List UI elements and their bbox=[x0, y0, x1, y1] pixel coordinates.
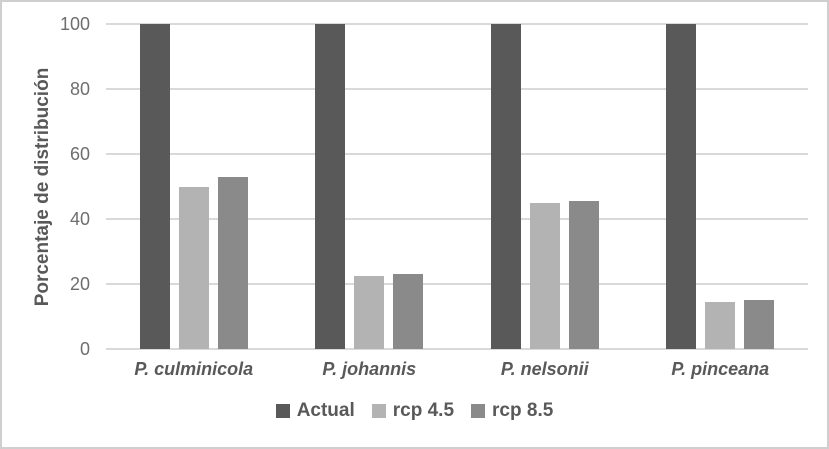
y-axis-tick-labels: 0 20 40 60 80 100 bbox=[2, 15, 90, 358]
bar-group bbox=[457, 24, 633, 349]
x-category-label: P. pinceana bbox=[671, 359, 770, 379]
bar-group bbox=[633, 24, 809, 349]
bar-group bbox=[106, 24, 282, 349]
bar bbox=[217, 176, 248, 349]
gridline bbox=[106, 283, 808, 285]
legend: Actual rcp 4.5 rcp 8.5 bbox=[2, 400, 827, 422]
x-axis-category-labels: P. culminicola P. johannis P. nelsonii P. p… bbox=[106, 359, 808, 387]
bar bbox=[568, 201, 599, 349]
x-category-label: P. culminicola bbox=[134, 359, 254, 379]
bar-group bbox=[282, 24, 458, 349]
legend-swatch-icon bbox=[371, 404, 386, 419]
plot-area bbox=[106, 23, 808, 350]
gridline bbox=[106, 88, 808, 90]
bar bbox=[393, 274, 424, 349]
gridline bbox=[106, 218, 808, 220]
legend-label: rcp 8.5 bbox=[492, 400, 554, 421]
x-axis-line bbox=[106, 348, 808, 350]
bar bbox=[666, 24, 697, 349]
legend-item: rcp 8.5 bbox=[471, 400, 554, 422]
bar bbox=[529, 202, 560, 349]
legend-item: rcp 4.5 bbox=[371, 400, 455, 422]
bar bbox=[178, 186, 209, 349]
legend-label: Actual bbox=[296, 400, 355, 421]
legend-swatch-icon bbox=[471, 404, 486, 419]
bar bbox=[354, 275, 385, 349]
y-tick-label: 80 bbox=[69, 79, 90, 99]
y-tick-label: 0 bbox=[79, 339, 90, 359]
bar bbox=[705, 301, 736, 349]
x-category-label: P. johannis bbox=[322, 359, 417, 379]
legend-label: rcp 4.5 bbox=[392, 400, 455, 421]
gridline bbox=[106, 23, 808, 25]
y-tick-label: 100 bbox=[59, 14, 90, 34]
y-tick-label: 60 bbox=[69, 144, 90, 164]
bar bbox=[490, 24, 521, 349]
bar bbox=[744, 300, 775, 349]
legend-swatch-icon bbox=[275, 404, 290, 419]
y-tick-label: 20 bbox=[69, 274, 90, 294]
legend-item: Actual bbox=[275, 400, 355, 422]
bar bbox=[139, 24, 170, 349]
bar bbox=[315, 24, 346, 349]
x-category-label: P. nelsonii bbox=[500, 359, 589, 379]
gridline bbox=[106, 153, 808, 155]
bar-groups bbox=[106, 24, 808, 349]
y-tick-label: 40 bbox=[69, 209, 90, 229]
